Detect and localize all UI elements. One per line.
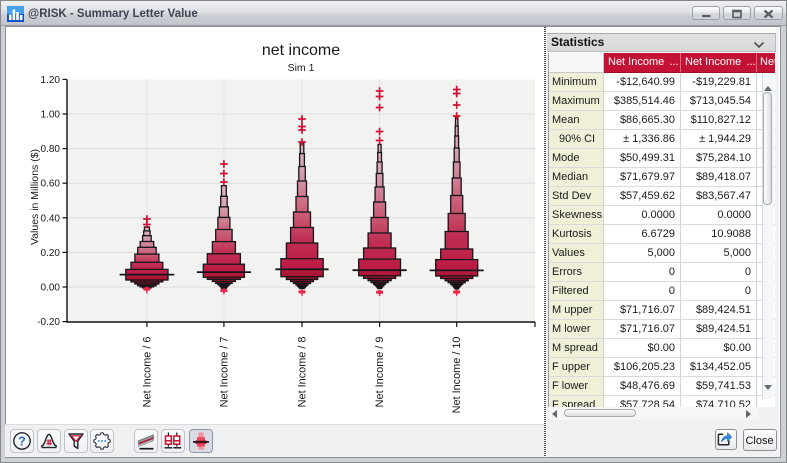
svg-text:Net Income / 9: Net Income / 9: [374, 337, 386, 408]
svg-text:0.80: 0.80: [41, 144, 61, 155]
svg-text:1.00: 1.00: [41, 110, 61, 121]
svg-text:Net Income / 7: Net Income / 7: [218, 337, 230, 408]
svg-text:0.60: 0.60: [41, 179, 61, 190]
svg-text:-0.20: -0.20: [37, 317, 60, 328]
svg-text:Sim 1: Sim 1: [288, 62, 315, 74]
svg-text:Net Income / 6: Net Income / 6: [141, 337, 153, 408]
svg-text:0.00: 0.00: [41, 283, 61, 294]
svg-text:Net Income / 10: Net Income / 10: [451, 337, 463, 414]
svg-text:Net Income / 8: Net Income / 8: [297, 337, 309, 408]
svg-text:0.40: 0.40: [41, 213, 61, 224]
svg-text:net income: net income: [262, 42, 340, 59]
svg-text:0.20: 0.20: [41, 248, 61, 259]
svg-text:?: ?: [18, 435, 26, 449]
svg-text:1.20: 1.20: [41, 75, 61, 86]
svg-text:Values in Millions ($): Values in Millions ($): [29, 149, 41, 245]
